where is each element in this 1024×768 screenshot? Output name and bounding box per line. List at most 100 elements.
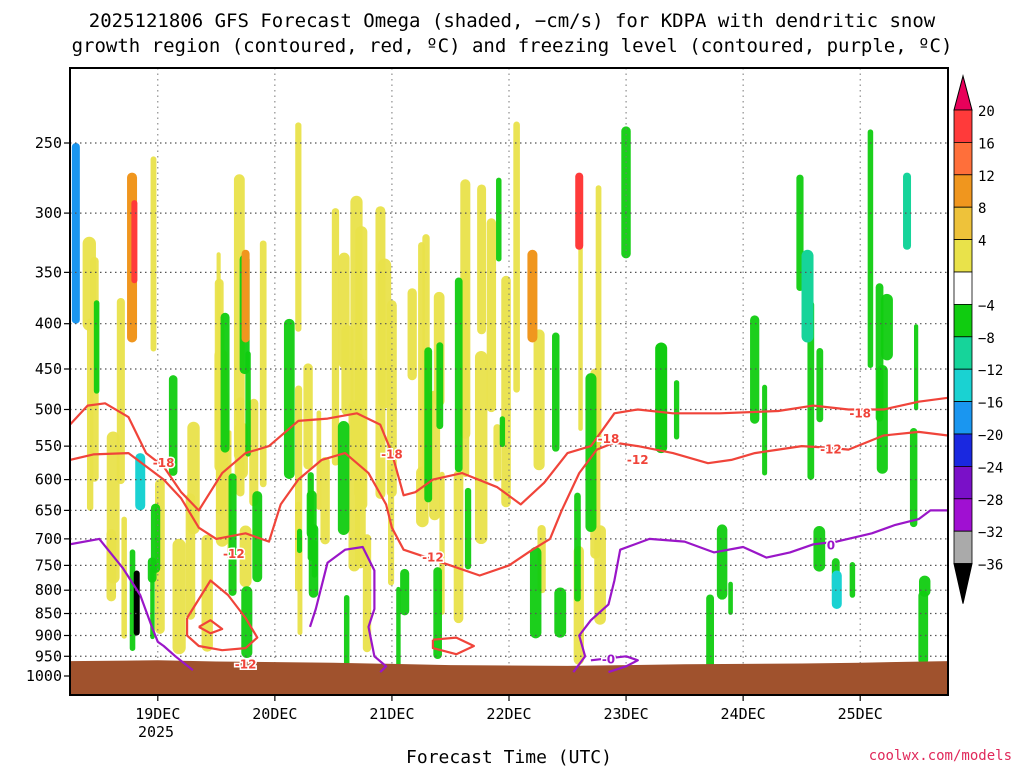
omega-core bbox=[133, 570, 140, 636]
omega-streak bbox=[554, 587, 567, 638]
colorbar-min-arrow bbox=[953, 563, 973, 604]
colorbar-segment bbox=[953, 401, 973, 435]
omega-streak bbox=[93, 300, 100, 394]
omega-streak bbox=[513, 121, 520, 393]
contour-minus12 bbox=[70, 430, 948, 577]
y-tick-label: 750 bbox=[35, 556, 62, 574]
colorbar-segment bbox=[953, 206, 973, 240]
omega-streak bbox=[418, 242, 425, 488]
omega-streak bbox=[245, 351, 251, 457]
y-tick-label: 700 bbox=[35, 530, 62, 548]
colorbar-segment bbox=[953, 498, 973, 532]
source-credit: coolwx.com/models bbox=[869, 748, 1012, 764]
omega-streak bbox=[172, 538, 186, 655]
omega-streak bbox=[474, 350, 488, 545]
omega-streak bbox=[673, 380, 680, 440]
omega-core bbox=[241, 249, 250, 343]
x-tick-label: 23DEC bbox=[603, 705, 648, 723]
contour-minus12-small-loop bbox=[198, 619, 224, 635]
omega-streak bbox=[529, 546, 542, 639]
omega-streak bbox=[461, 270, 470, 477]
y-tick-label: 650 bbox=[35, 501, 62, 519]
omega-streak bbox=[296, 528, 303, 554]
freezing-level bbox=[572, 509, 948, 673]
omega-streak bbox=[813, 526, 826, 572]
colorbar-segment bbox=[953, 174, 973, 208]
omega-streak bbox=[116, 297, 125, 485]
y-tick-label: 300 bbox=[35, 204, 62, 222]
omega-streak bbox=[168, 375, 178, 476]
contour-minus12-loop bbox=[186, 579, 259, 652]
omega-streak bbox=[424, 347, 433, 503]
omega-streak bbox=[121, 516, 127, 639]
omega-core bbox=[903, 172, 912, 250]
y-tick-label: 400 bbox=[35, 315, 62, 333]
omega-core bbox=[131, 200, 138, 284]
omega-streak bbox=[316, 410, 322, 510]
omega-streak bbox=[552, 332, 560, 452]
colorbar-segment bbox=[953, 271, 973, 305]
colorbar-label: −24 bbox=[978, 460, 1003, 476]
colorbar-segment bbox=[953, 530, 973, 565]
omega-streak bbox=[621, 126, 631, 259]
omega-streak bbox=[311, 540, 318, 578]
x-tick-label: 25DEC bbox=[838, 705, 883, 723]
omega-streak bbox=[454, 277, 463, 473]
colorbar-label: −32 bbox=[978, 525, 1003, 541]
y-tick-label: 500 bbox=[35, 401, 62, 419]
colorbar-label: 20 bbox=[978, 104, 995, 120]
y-tick-label: 450 bbox=[35, 360, 62, 378]
omega-streak bbox=[464, 487, 472, 570]
omega-streak bbox=[295, 122, 302, 332]
colorbar-segment bbox=[953, 109, 973, 143]
omega-streak bbox=[355, 226, 368, 511]
omega-streak bbox=[396, 586, 401, 676]
colorbar-segment bbox=[953, 465, 973, 500]
colorbar-label: −8 bbox=[978, 331, 995, 347]
contour-label-minus18: -18 bbox=[598, 432, 620, 446]
omega-streak bbox=[220, 312, 230, 453]
x-tick-label: 19DEC bbox=[135, 705, 180, 723]
y-tick-label: 600 bbox=[35, 471, 62, 489]
colorbar-label: −4 bbox=[978, 298, 995, 314]
y-tick-label: 550 bbox=[35, 437, 62, 455]
omega-streak bbox=[914, 324, 919, 411]
x-axis: 19DEC 20DEC 21DEC 22DEC 23DEC 24DEC 25DEC bbox=[135, 695, 883, 723]
omega-streak bbox=[375, 206, 386, 499]
colorbar-segment bbox=[953, 336, 973, 370]
ground-fill bbox=[70, 660, 948, 695]
y-tick-label: 900 bbox=[35, 626, 62, 644]
omega-streak bbox=[320, 457, 330, 545]
omega-core bbox=[801, 249, 814, 343]
omega-core bbox=[655, 342, 668, 454]
contour-label-minus12: -12 bbox=[235, 657, 257, 671]
contour-label-freezing: 0 bbox=[827, 538, 835, 552]
contour-label-minus12: -12 bbox=[422, 551, 444, 565]
omega-streak bbox=[493, 424, 502, 482]
colorbar-label: 12 bbox=[978, 169, 995, 185]
colorbar-segment bbox=[953, 239, 973, 273]
omega-streak bbox=[82, 236, 96, 331]
omega-core bbox=[71, 143, 80, 324]
colorbar-label: −12 bbox=[978, 363, 1003, 379]
omega-streak bbox=[876, 364, 888, 474]
omega-streak bbox=[239, 525, 252, 588]
omega-streak bbox=[728, 581, 733, 615]
terrain-surface bbox=[70, 660, 948, 695]
omega-streak bbox=[918, 590, 929, 666]
omega-streak bbox=[400, 568, 410, 616]
omega-streak bbox=[762, 384, 768, 476]
omega-core bbox=[135, 453, 146, 511]
omega-shading bbox=[71, 121, 931, 676]
x-year-label: 2025 bbox=[138, 723, 174, 741]
x-tick-label: 22DEC bbox=[486, 705, 531, 723]
omega-streak bbox=[501, 275, 511, 508]
y-tick-label: 1000 bbox=[26, 667, 62, 685]
omega-streak bbox=[867, 129, 874, 368]
colorbar-label: 16 bbox=[978, 136, 995, 152]
omega-streak bbox=[303, 363, 313, 470]
x-axis-label: Forecast Time (UTC) bbox=[406, 747, 612, 768]
omega-core bbox=[831, 570, 842, 609]
omega-streak bbox=[496, 177, 502, 262]
